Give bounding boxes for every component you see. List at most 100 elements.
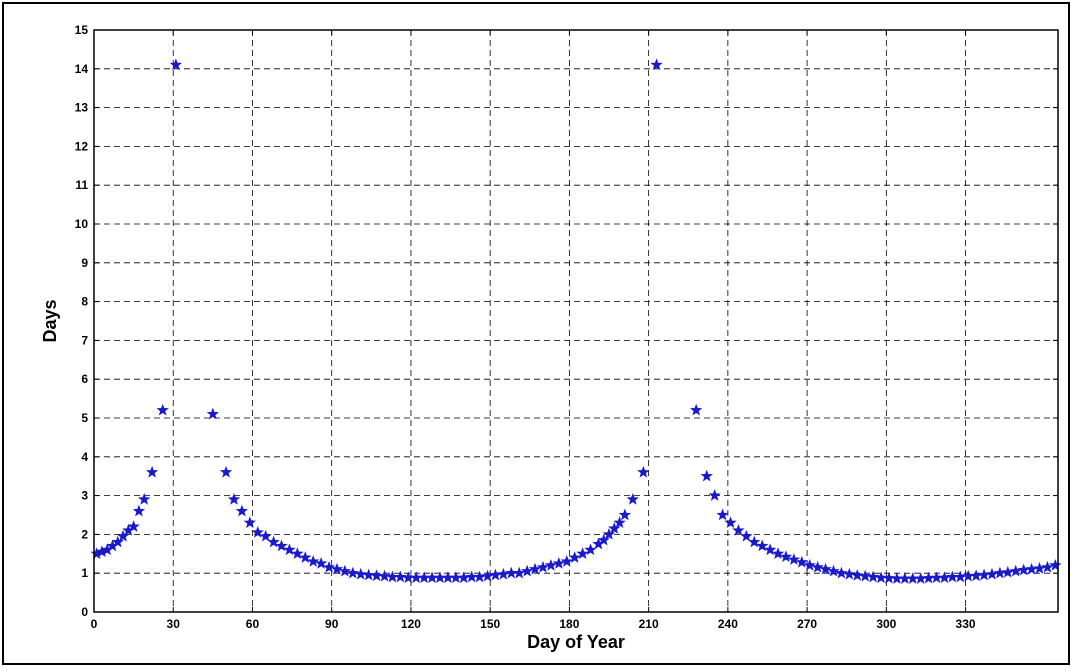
y-tick-label: 0: [81, 605, 88, 619]
data-point-star: [425, 571, 439, 584]
x-tick-label: 300: [876, 617, 896, 631]
data-point-star: [449, 571, 463, 584]
data-point-star: [946, 570, 959, 583]
data-point-star: [906, 572, 919, 584]
data-point-star: [602, 527, 616, 540]
data-point-star: [597, 533, 610, 546]
data-point-star: [827, 564, 840, 577]
x-tick-label: 330: [956, 617, 976, 631]
data-point-star: [922, 571, 935, 584]
data-point-star: [338, 564, 352, 577]
data-point-star: [866, 570, 880, 583]
data-point-star: [608, 522, 621, 534]
data-point-star: [930, 571, 943, 584]
y-axis-label: Days: [40, 299, 60, 342]
y-tick-label: 15: [75, 23, 89, 37]
data-point-star: [962, 569, 975, 582]
data-point-star: [1041, 560, 1054, 573]
data-point-star: [1049, 558, 1062, 571]
data-point-star: [890, 572, 904, 584]
x-tick-label: 0: [91, 617, 98, 631]
data-point-star: [138, 492, 151, 505]
data-point-star: [417, 571, 431, 584]
x-tick-label: 30: [167, 617, 181, 631]
data-point-star: [259, 529, 272, 542]
data-point-star: [291, 547, 304, 560]
data-point-star: [251, 525, 264, 538]
x-tick-label: 150: [480, 617, 500, 631]
data-point-star: [505, 566, 518, 579]
data-point-star: [811, 560, 824, 573]
data-point-star: [637, 465, 650, 478]
x-tick-label: 120: [401, 617, 421, 631]
data-point-star: [362, 568, 375, 581]
data-point-star: [993, 566, 1007, 579]
data-point-star: [299, 551, 312, 563]
data-point-star: [101, 543, 114, 556]
data-point-star: [732, 524, 745, 536]
data-point-star: [410, 571, 423, 584]
data-point-star: [116, 529, 130, 542]
data-point-star: [1033, 562, 1046, 574]
data-point-star: [106, 539, 119, 552]
data-point-star: [520, 564, 534, 577]
data-point-star: [497, 567, 510, 580]
data-point-star: [307, 555, 320, 567]
x-tick-label: 240: [718, 617, 738, 631]
data-point-star: [378, 569, 391, 582]
data-point-star: [473, 570, 486, 583]
axes-box: [93, 29, 1059, 613]
data-point-star: [843, 567, 856, 580]
data-point-star: [1017, 563, 1030, 576]
data-point-star: [370, 569, 383, 582]
data-points: [90, 58, 1062, 584]
data-point-star: [756, 539, 769, 552]
data-point-star: [740, 529, 753, 542]
y-tick-label: 12: [75, 139, 89, 153]
data-point-star: [568, 551, 581, 563]
data-point-star: [1009, 564, 1022, 577]
y-tick-label: 13: [75, 101, 89, 115]
data-point-star: [716, 508, 729, 521]
data-point-star: [275, 539, 288, 552]
data-point-star: [90, 547, 103, 560]
y-tick-label: 3: [81, 489, 88, 503]
x-tick-label: 90: [325, 617, 339, 631]
data-point-star: [779, 550, 793, 563]
data-point-star: [576, 547, 589, 560]
data-point-star: [243, 516, 257, 529]
data-point-star: [322, 560, 336, 573]
data-point-star: [206, 407, 220, 420]
x-tick-label: 270: [797, 617, 817, 631]
grid: [93, 29, 1058, 613]
data-point-star: [528, 562, 542, 575]
data-point-star: [724, 516, 737, 529]
data-point-star: [402, 571, 415, 584]
data-point-star: [613, 516, 626, 529]
data-point-star: [386, 570, 399, 583]
y-tick-label: 5: [81, 411, 88, 425]
y-tick-label: 4: [81, 450, 88, 464]
data-point-star: [708, 489, 721, 501]
data-point-star: [787, 553, 801, 565]
data-point-star: [127, 520, 140, 532]
data-point-star: [513, 566, 526, 579]
x-tick-label: 60: [246, 617, 260, 631]
data-point-star: [874, 571, 888, 584]
data-point-star: [441, 571, 455, 584]
data-point-star: [689, 403, 703, 416]
y-tick-label: 11: [75, 178, 88, 192]
data-point-star: [835, 566, 848, 579]
data-point-star: [938, 571, 951, 584]
data-point-star: [314, 557, 328, 569]
y-tick-label: 9: [81, 256, 88, 270]
data-point-star: [219, 465, 233, 478]
data-point-star: [227, 492, 241, 505]
data-point-star: [969, 569, 983, 582]
data-point-star: [803, 558, 816, 571]
data-point-star: [618, 508, 632, 521]
data-point-star: [169, 58, 183, 71]
y-tick-label: 7: [81, 333, 88, 347]
data-point-star: [560, 555, 573, 567]
data-point-star: [650, 58, 663, 71]
